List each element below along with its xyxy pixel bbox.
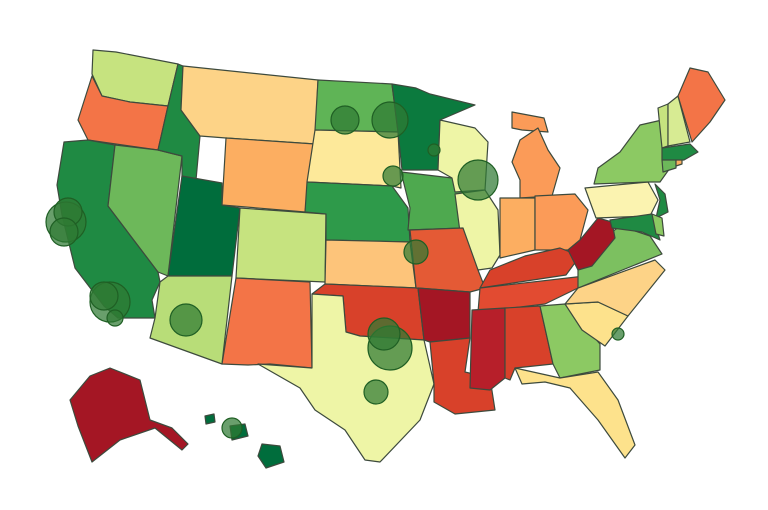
- city-bubble: [457, 159, 499, 201]
- state-ma: [661, 143, 699, 161]
- state-md: [609, 213, 661, 241]
- state-hi: [204, 413, 216, 425]
- city-bubble: [371, 101, 409, 139]
- city-bubble: [367, 317, 401, 351]
- state-mi: [511, 127, 561, 199]
- state-pa: [584, 181, 659, 219]
- state-in: [499, 197, 536, 259]
- state-nm: [221, 277, 313, 369]
- state-wy: [221, 137, 316, 213]
- state-wv: [567, 217, 616, 271]
- city-bubble: [403, 239, 429, 265]
- state-mt: [180, 65, 319, 145]
- city-bubble: [427, 143, 441, 157]
- state-co: [235, 207, 327, 283]
- state-la: [429, 337, 496, 415]
- state-mi: [511, 111, 549, 133]
- state-ny: [593, 119, 671, 185]
- state-fl: [514, 367, 636, 459]
- state-nc: [564, 259, 666, 317]
- state-de: [651, 213, 665, 237]
- city-bubble: [382, 165, 404, 187]
- city-bubble: [611, 327, 625, 341]
- state-tn: [477, 275, 586, 313]
- state-ms: [469, 307, 506, 391]
- bubble-layer: [45, 101, 625, 439]
- state-nj: [654, 183, 669, 219]
- city-bubble: [106, 309, 124, 327]
- city-bubble: [330, 105, 360, 135]
- state-layer: [56, 49, 726, 469]
- state-ak: [69, 367, 189, 463]
- state-nh: [667, 95, 691, 147]
- city-bubble: [49, 217, 79, 247]
- state-hi: [257, 443, 285, 469]
- city-bubble: [221, 417, 243, 439]
- state-ar: [417, 287, 471, 343]
- city-bubble: [169, 303, 203, 337]
- state-tx: [257, 293, 435, 463]
- state-me: [677, 67, 726, 143]
- city-bubble: [89, 281, 119, 311]
- state-ks: [324, 239, 417, 289]
- city-bubble: [363, 379, 389, 405]
